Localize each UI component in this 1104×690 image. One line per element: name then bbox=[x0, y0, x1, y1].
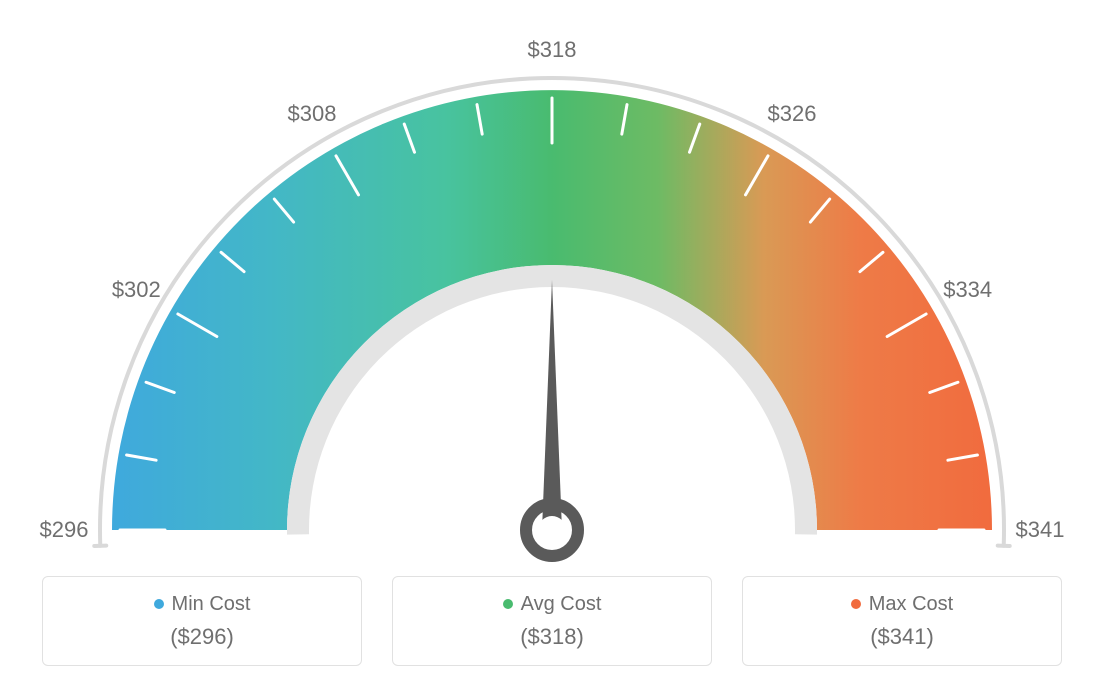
gauge-tick-label: $326 bbox=[768, 101, 817, 127]
legend-value-min: ($296) bbox=[170, 624, 234, 650]
legend-dot-icon bbox=[851, 599, 861, 609]
gauge-tick-label: $334 bbox=[943, 277, 992, 303]
legend-value-avg: ($318) bbox=[520, 624, 584, 650]
legend-card-min: Min Cost ($296) bbox=[42, 576, 362, 666]
legend-label-min: Min Cost bbox=[172, 593, 251, 616]
gauge-tick-label: $296 bbox=[40, 517, 89, 543]
gauge-tick-label: $302 bbox=[112, 277, 161, 303]
gauge-tick-label: $318 bbox=[528, 37, 577, 63]
gauge-chart: $296$302$308$318$326$334$341 bbox=[52, 20, 1052, 580]
legend-card-max: Max Cost ($341) bbox=[742, 576, 1062, 666]
gauge-tick-label: $308 bbox=[288, 101, 337, 127]
legend-card-avg: Avg Cost ($318) bbox=[392, 576, 712, 666]
legend-value-max: ($341) bbox=[870, 624, 934, 650]
legend-dot-icon bbox=[503, 599, 513, 609]
gauge-svg bbox=[52, 20, 1052, 580]
legend-label-avg: Avg Cost bbox=[521, 593, 602, 616]
legend-row: Min Cost ($296) Avg Cost ($318) Max Cost… bbox=[42, 576, 1062, 666]
legend-dot-icon bbox=[154, 599, 164, 609]
gauge-tick-label: $341 bbox=[1016, 517, 1065, 543]
legend-label-max: Max Cost bbox=[869, 593, 953, 616]
